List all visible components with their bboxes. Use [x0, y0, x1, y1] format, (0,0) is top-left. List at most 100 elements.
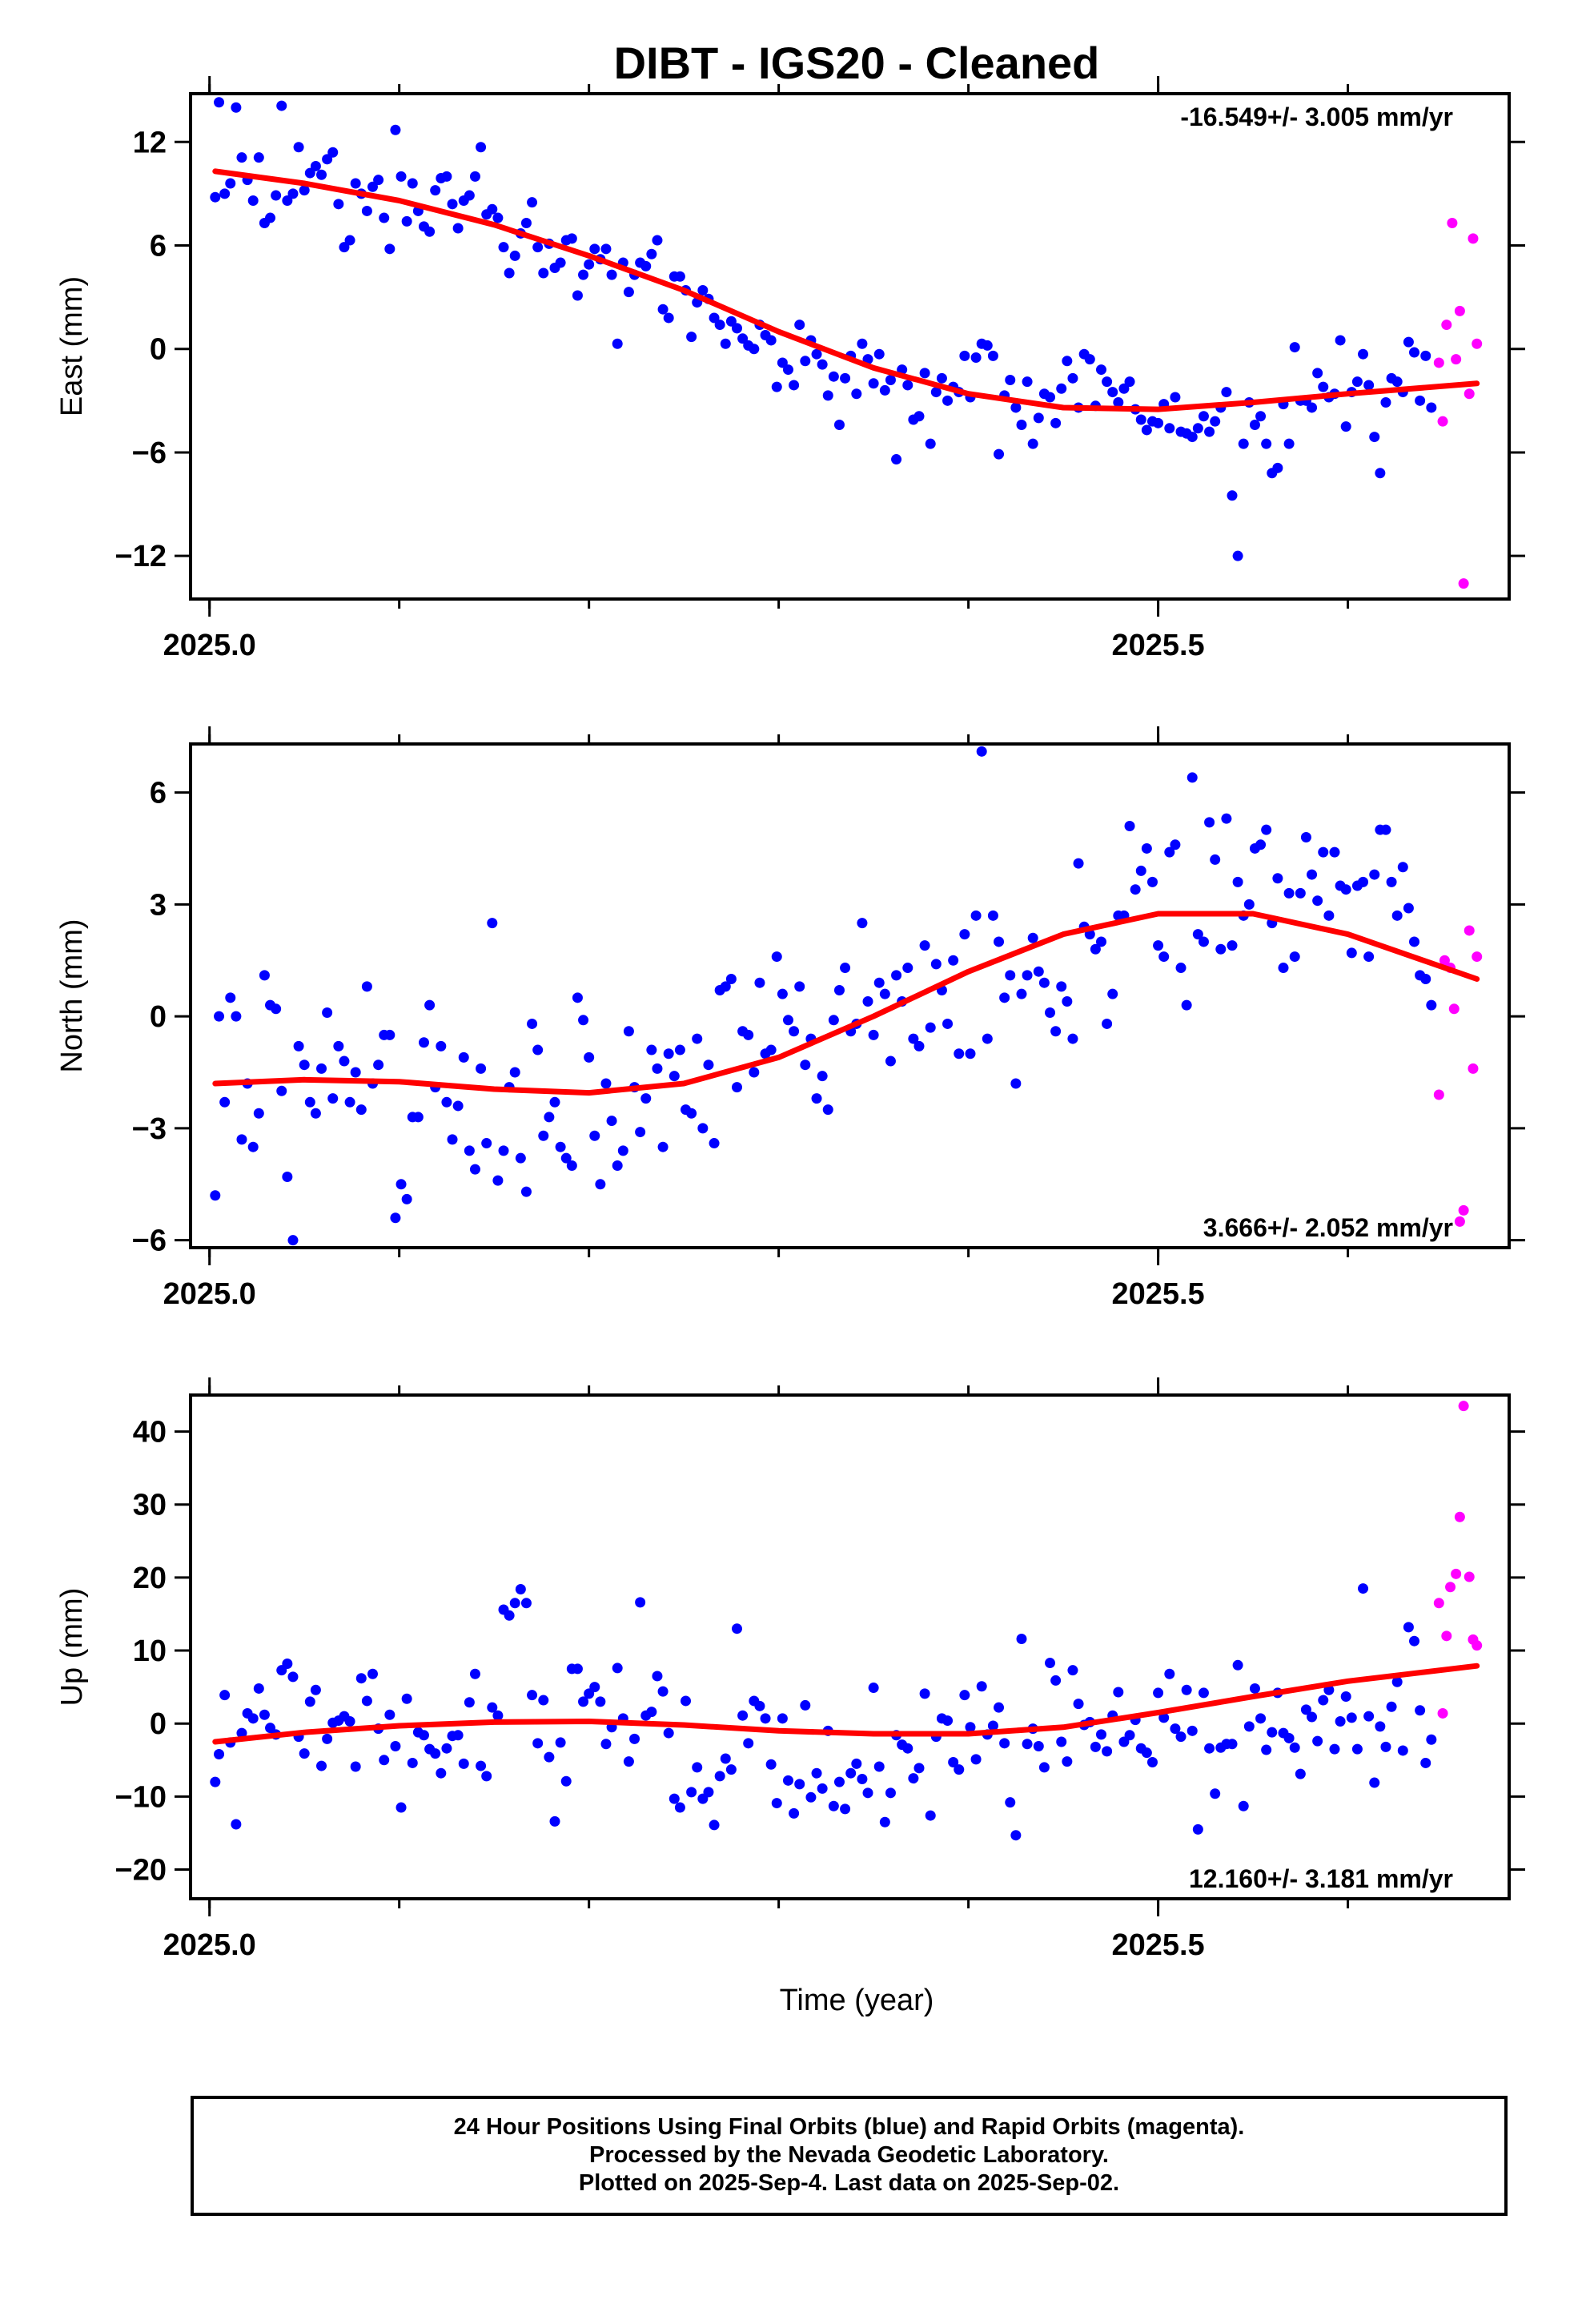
up-final-point [1300, 1704, 1311, 1715]
east-y-tick-label: 6 [150, 230, 167, 263]
east-final-point [339, 242, 350, 253]
up-fit-line [212, 1663, 1480, 1745]
north-final-point [361, 981, 372, 992]
east-final-point [572, 290, 583, 301]
north-final-point [930, 959, 942, 970]
east-final-point [777, 357, 788, 368]
north-final-point [1073, 858, 1084, 869]
up-final-point [487, 1702, 498, 1713]
east-x-tick-label: 2025.5 [1111, 629, 1204, 662]
up-final-point [919, 1688, 930, 1699]
north-final-point [259, 970, 270, 981]
north-final-point [720, 981, 731, 992]
up-final-point [1141, 1747, 1152, 1759]
east-final-point [1050, 417, 1062, 428]
up-final-point [1363, 1711, 1375, 1722]
up-final-point [635, 1597, 646, 1608]
north-final-point [458, 1051, 469, 1063]
up-final-point [1391, 1676, 1403, 1687]
up-final-point [1045, 1658, 1056, 1669]
east-final-point [578, 269, 589, 280]
north-y-tick-label: −6 [132, 1224, 167, 1258]
east-final-point [868, 378, 879, 389]
north-final-point [657, 1141, 669, 1152]
up-final-point [1307, 1711, 1318, 1723]
east-final-point [361, 205, 372, 216]
east-final-point [1261, 438, 1272, 449]
north-final-point [1095, 936, 1106, 947]
east-final-point [902, 380, 913, 391]
up-final-point [1181, 1684, 1192, 1695]
east-final-point [640, 260, 652, 271]
north-final-point [771, 951, 782, 963]
footer-line-3: Plotted on 2025-Sep-4. Last data on 2025… [578, 2170, 1120, 2196]
up-final-point [925, 1810, 936, 1821]
east-final-point [1005, 374, 1016, 385]
north-final-point [1232, 876, 1243, 887]
up-final-point [401, 1693, 412, 1704]
up-final-point [355, 1673, 367, 1684]
east-final-point [322, 154, 333, 165]
up-final-point [805, 1791, 817, 1803]
up-final-point [840, 1803, 851, 1815]
east-final-point [566, 233, 577, 244]
north-final-point [891, 970, 902, 981]
north-final-point [1107, 988, 1118, 999]
east-final-point [646, 248, 657, 259]
north-final-point [868, 1029, 879, 1040]
up-final-point [492, 1710, 504, 1721]
up-final-point [851, 1758, 862, 1769]
up-final-point [390, 1740, 401, 1751]
north-final-point [1175, 963, 1186, 974]
up-final-point [231, 1819, 242, 1830]
east-final-point [316, 169, 327, 180]
up-final-point [219, 1690, 231, 1701]
up-final-point [743, 1738, 754, 1749]
east-final-point [407, 178, 418, 189]
north-final-point [214, 1011, 225, 1022]
up-y-tick-label: −20 [115, 1854, 167, 1888]
east-final-point [1358, 348, 1369, 360]
north-y-tick-label: 0 [150, 1000, 167, 1034]
north-final-point [623, 1026, 634, 1037]
north-final-point [555, 1141, 566, 1152]
north-final-point [885, 1055, 896, 1067]
east-final-point [623, 287, 634, 298]
north-final-point [873, 977, 885, 988]
east-final-point [509, 250, 520, 261]
north-final-point [600, 1078, 612, 1089]
up-final-point [1267, 1727, 1278, 1738]
up-final-point [1426, 1734, 1437, 1745]
east-final-point [982, 340, 993, 351]
up-final-point [965, 1722, 976, 1733]
up-final-point [304, 1696, 315, 1707]
north-final-point [487, 918, 498, 929]
north-rapid-point [1448, 1003, 1460, 1015]
east-final-point [1186, 432, 1198, 443]
north-final-point [447, 1134, 458, 1145]
east-final-point [657, 304, 669, 315]
up-final-point [1175, 1731, 1186, 1743]
up-final-point [1164, 1668, 1175, 1679]
up-final-point [1038, 1762, 1050, 1773]
north-final-point [572, 992, 583, 1003]
east-rapid-point [1433, 357, 1444, 368]
east-final-point [1016, 419, 1027, 430]
north-final-point [1261, 824, 1272, 835]
north-final-point [1278, 963, 1289, 974]
north-final-point [236, 1134, 247, 1145]
up-final-point [970, 1754, 982, 1765]
north-final-point [219, 1096, 231, 1108]
up-final-point [452, 1730, 464, 1741]
east-final-point [253, 152, 264, 163]
east-final-point [214, 97, 225, 108]
up-final-point [1158, 1712, 1170, 1723]
north-final-point [310, 1108, 321, 1119]
north-final-point [1153, 940, 1164, 951]
north-final-point [617, 1145, 628, 1156]
east-final-point [959, 350, 970, 361]
north-final-point [1050, 1026, 1062, 1037]
up-final-point [1073, 1699, 1084, 1710]
north-final-point [1380, 824, 1391, 835]
up-final-point [1403, 1622, 1414, 1633]
